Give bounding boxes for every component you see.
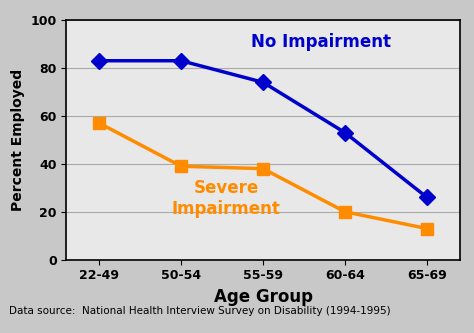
- Y-axis label: Percent Employed: Percent Employed: [11, 69, 25, 211]
- Text: No Impairment: No Impairment: [251, 33, 391, 51]
- X-axis label: Age Group: Age Group: [214, 288, 312, 306]
- Text: Data source:  National Health Interview Survey on Disability (1994-1995): Data source: National Health Interview S…: [9, 306, 391, 316]
- Text: Severe: Severe: [193, 179, 259, 197]
- Text: Impairment: Impairment: [172, 200, 281, 218]
